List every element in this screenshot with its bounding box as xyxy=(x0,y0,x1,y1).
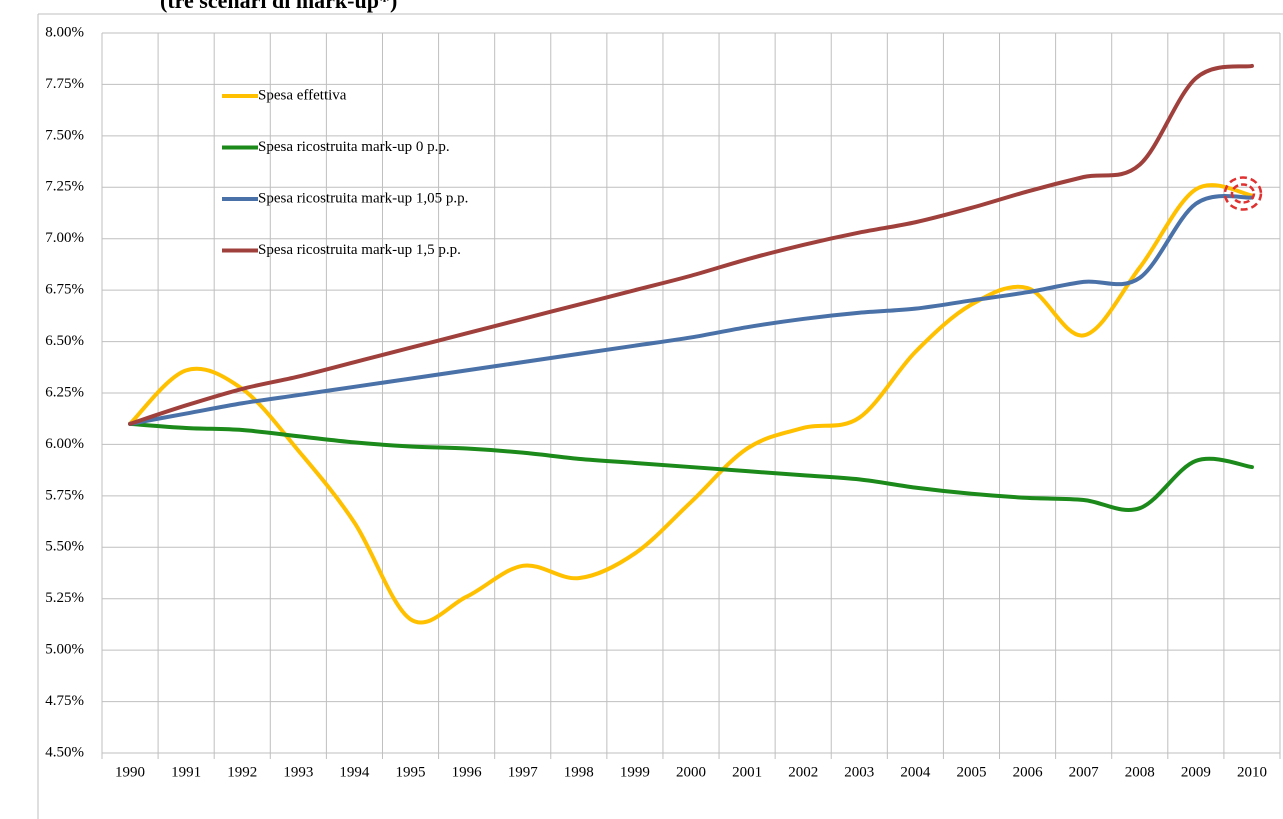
x-tick-label: 2008 xyxy=(1125,764,1155,780)
y-tick-label: 4.75% xyxy=(45,693,84,709)
y-tick-label: 4.50% xyxy=(45,744,84,760)
y-tick-label: 6.25% xyxy=(45,384,84,400)
y-tick-label: 6.00% xyxy=(45,436,84,452)
y-tick-label: 7.50% xyxy=(45,127,84,143)
y-tick-label: 8.00% xyxy=(45,24,84,40)
x-tick-label: 2010 xyxy=(1237,764,1267,780)
x-tick-label: 2000 xyxy=(676,764,706,780)
x-tick-label: 1997 xyxy=(508,764,539,780)
series-line xyxy=(128,183,1254,625)
x-tick-label: 2002 xyxy=(788,764,818,780)
y-tick-label: 7.00% xyxy=(45,230,84,246)
x-tick-label: 2005 xyxy=(956,764,986,780)
y-tick-label: 5.00% xyxy=(45,642,84,658)
legend-label: Spesa effettiva xyxy=(258,87,347,103)
legend-label: Spesa ricostruita mark-up 1,5 p.p. xyxy=(258,242,461,258)
legend-label: Spesa ricostruita mark-up 0 p.p. xyxy=(258,139,450,155)
x-tick-label: 1999 xyxy=(620,764,650,780)
x-tick-label: 1995 xyxy=(396,764,426,780)
x-tick-label: 1991 xyxy=(171,764,201,780)
series-line xyxy=(128,63,1254,426)
y-tick-label: 7.25% xyxy=(45,179,84,195)
x-tick-label: 2001 xyxy=(732,764,762,780)
x-tick-label: 1994 xyxy=(339,764,370,780)
y-tick-label: 6.75% xyxy=(45,282,84,298)
x-tick-label: 1992 xyxy=(227,764,257,780)
series-line xyxy=(128,194,1254,426)
x-tick-label: 1990 xyxy=(115,764,145,780)
x-tick-label: 2009 xyxy=(1181,764,1211,780)
x-tick-label: 1998 xyxy=(564,764,594,780)
legend-label: Spesa ricostruita mark-up 1,05 p.p. xyxy=(258,190,468,206)
y-tick-label: 5.25% xyxy=(45,590,84,606)
x-tick-label: 2006 xyxy=(1013,764,1044,780)
chart-title: (tre scenari di mark-up*) xyxy=(160,0,397,13)
annotation-circle xyxy=(1230,183,1256,204)
series-line xyxy=(128,421,1254,512)
x-tick-label: 2007 xyxy=(1069,764,1100,780)
x-tick-label: 2003 xyxy=(844,764,874,780)
y-tick-label: 6.50% xyxy=(45,333,84,349)
x-tick-label: 2004 xyxy=(900,764,931,780)
y-tick-label: 7.75% xyxy=(45,76,84,92)
y-tick-label: 5.50% xyxy=(45,539,84,555)
y-tick-label: 5.75% xyxy=(45,487,84,503)
x-tick-label: 1993 xyxy=(283,764,313,780)
x-tick-label: 1996 xyxy=(452,764,483,780)
annotation-circle xyxy=(1223,176,1263,211)
